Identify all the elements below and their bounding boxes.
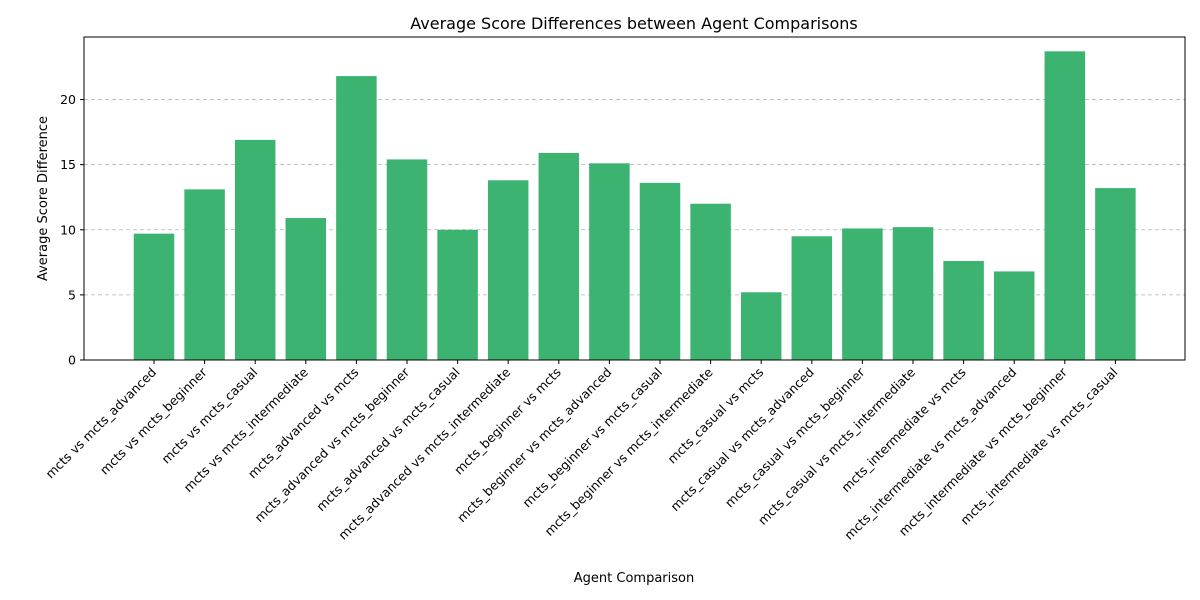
- bar: [336, 76, 377, 361]
- y-tick-label: 20: [60, 92, 76, 107]
- y-tick-label: 10: [60, 222, 76, 237]
- plot-frame: [83, 36, 1186, 361]
- y-tick-label: 15: [60, 157, 76, 172]
- bar: [1044, 51, 1086, 361]
- bar: [437, 229, 478, 360]
- x-axis-label: Agent Comparison: [574, 571, 694, 586]
- bar: [639, 182, 681, 360]
- bar: [690, 203, 731, 360]
- bar: [943, 261, 984, 360]
- y-tick-label: 0: [68, 353, 76, 368]
- bar: [386, 159, 428, 360]
- bar: [538, 152, 580, 360]
- y-axis-label: Average Score Difference: [36, 116, 51, 281]
- bar: [133, 233, 175, 360]
- bar: [184, 189, 225, 360]
- bar: [1095, 188, 1136, 360]
- bar: [740, 292, 782, 360]
- chart-title: Average Score Differences between Agent …: [410, 14, 857, 33]
- bar: [993, 271, 1035, 360]
- bar: [842, 228, 883, 360]
- bars: [133, 51, 1136, 361]
- bar: [234, 139, 276, 360]
- y-ticks: 0 5 10 15 20: [60, 92, 84, 368]
- bar: [589, 163, 630, 360]
- bar: [892, 227, 934, 360]
- bar: [487, 180, 529, 360]
- bar: [285, 218, 327, 360]
- x-tick-label: mcts_casual vs mcts: [664, 365, 766, 467]
- bar: [791, 236, 833, 360]
- x-tick-label: mcts vs mcts_casual: [158, 365, 260, 467]
- y-tick-label: 5: [68, 287, 76, 302]
